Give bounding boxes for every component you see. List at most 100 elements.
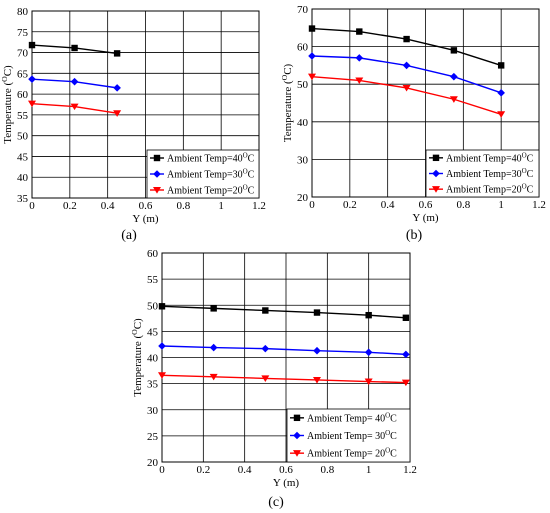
legend-entry: Ambient Temp=20OC	[446, 183, 534, 196]
data-point	[450, 47, 458, 54]
data-point	[308, 52, 316, 60]
data-point	[402, 84, 411, 92]
data-point	[365, 311, 372, 319]
y-tick-label: 70	[17, 48, 29, 60]
y-tick-label: 80	[17, 6, 29, 18]
data-point	[209, 343, 218, 352]
panel-label: (c)	[268, 495, 284, 510]
legend-entry: Ambient Temp=30OC	[446, 167, 534, 180]
legend-marker	[293, 431, 301, 440]
y-tick-label: 60	[297, 42, 309, 54]
data-point	[364, 348, 373, 357]
x-tick-label: 0.2	[63, 200, 77, 212]
y-tick-label: 75	[17, 27, 29, 39]
data-point	[158, 303, 166, 310]
data-point	[497, 89, 505, 97]
x-tick-label: 1	[366, 464, 372, 476]
x-tick-label: 0.4	[238, 464, 252, 476]
data-point	[308, 25, 316, 32]
y-tick-label: 55	[147, 274, 159, 286]
y-tick-label: 25	[147, 431, 159, 443]
legend-marker	[293, 414, 301, 422]
data-point	[355, 54, 364, 62]
data-point	[450, 72, 458, 81]
y-tick-label: 30	[147, 405, 159, 417]
data-point	[113, 50, 121, 57]
data-point	[158, 372, 166, 379]
x-axis-label: Y (m)	[132, 213, 159, 225]
legend-entry: Ambient Temp= 20OC	[307, 447, 397, 460]
legend-marker	[432, 186, 440, 193]
chart-2: 0 0.2 0.4 0.6 0.8 1 1.2 20 30 40 50 60 70 Y (m) Temper…	[280, 4, 546, 243]
data-point	[28, 75, 36, 83]
series-line	[161, 305, 406, 319]
legend-entry: Ambient Temp=30OC	[167, 168, 255, 181]
data-point	[355, 77, 364, 85]
data-point	[158, 342, 166, 350]
x-tick-label: 0.8	[320, 464, 334, 476]
x-tick-label: 0.6	[139, 200, 153, 212]
data-point	[402, 314, 410, 321]
data-point	[308, 73, 316, 81]
series-2	[28, 75, 121, 92]
series-line	[161, 374, 406, 384]
data-point	[401, 379, 410, 387]
y-tick-label: 60	[147, 248, 159, 260]
legend-entry: Ambient Temp=40OC	[167, 152, 255, 165]
x-tick-label: 0.8	[176, 200, 190, 212]
y-tick-label: 40	[297, 117, 309, 129]
data-point	[313, 376, 321, 384]
data-point	[209, 373, 218, 381]
panel-label: (b)	[406, 228, 423, 243]
y-tick-label: 50	[17, 131, 29, 143]
legend-box	[425, 149, 540, 198]
y-axis-label: Temperature (OC)	[130, 318, 145, 397]
y-tick-label: 20	[297, 192, 309, 204]
y-tick-label: 65	[17, 68, 29, 80]
legend-entry: Ambient Temp= 40OC	[307, 411, 397, 424]
data-point	[364, 378, 373, 386]
series-1	[308, 25, 505, 69]
series-3	[158, 372, 410, 387]
x-tick-label: 0	[309, 199, 315, 211]
x-tick-label: 1	[498, 199, 504, 211]
series-1	[28, 41, 121, 57]
legend-box	[286, 408, 411, 463]
legend: Ambient Temp=40OC Ambient Temp=30OC Ambien…	[425, 149, 540, 198]
y-tick-label: 35	[147, 379, 159, 391]
x-axis-label: Y (m)	[412, 212, 439, 224]
x-tick-label: 1.2	[532, 199, 546, 211]
data-point	[70, 103, 79, 111]
series-1	[158, 303, 410, 321]
x-tick-label: 0.4	[101, 200, 115, 212]
y-tick-label: 50	[147, 300, 159, 312]
data-point	[113, 84, 121, 92]
legend-marker	[432, 154, 440, 162]
y-tick-label: 45	[147, 326, 159, 338]
legend: Ambient Temp=40OC Ambient Temp=30OC Ambien…	[146, 149, 260, 199]
x-tick-label: 0.2	[196, 464, 210, 476]
data-point	[262, 307, 269, 314]
y-tick-label: 40	[17, 172, 29, 184]
legend-marker	[293, 450, 301, 457]
y-tick-label: 55	[17, 110, 29, 122]
data-point	[402, 350, 410, 359]
x-tick-label: 0	[29, 200, 35, 212]
data-point	[71, 44, 78, 52]
y-tick-label: 35	[17, 193, 29, 205]
y-tick-label: 45	[17, 151, 29, 163]
panel-label: (a)	[121, 228, 137, 243]
series-2	[308, 52, 505, 97]
data-point	[402, 61, 411, 70]
x-tick-label: 0.2	[343, 199, 357, 211]
y-tick-label: 30	[297, 154, 309, 166]
data-point	[261, 375, 270, 382]
series-2	[158, 342, 410, 359]
series-line	[161, 345, 406, 356]
legend: Ambient Temp= 40OC Ambient Temp= 30OC Ambi…	[286, 408, 411, 463]
data-point	[497, 62, 505, 69]
legend-marker	[432, 169, 440, 178]
data-point	[497, 111, 506, 118]
y-tick-label: 60	[17, 89, 29, 101]
